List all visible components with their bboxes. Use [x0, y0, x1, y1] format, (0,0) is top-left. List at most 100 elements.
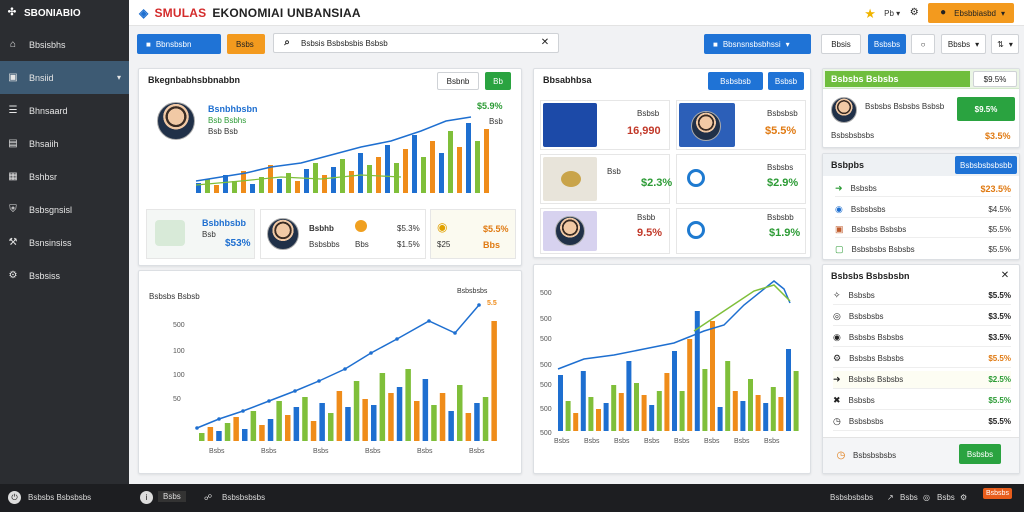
y-tick-label: 500 — [540, 316, 552, 323]
power-icon[interactable]: ⏻ — [8, 491, 21, 504]
settings-icon: ⚙ — [8, 269, 18, 281]
metrics-button-1-label: Bsbsbsb — [720, 76, 751, 86]
stats-row[interactable]: ➜ Bsbsbs $23.5% — [835, 181, 1011, 197]
globe-icon[interactable]: ◎ — [923, 493, 930, 502]
list-item-label: Bsbsbs Bsbsbs — [849, 354, 904, 363]
sidebar-item-shield[interactable]: ⛨ Bsbsgnsisl — [0, 193, 129, 226]
list-item[interactable]: ◎ Bsbsbsbs $3.5% — [833, 308, 1011, 326]
chart-bar — [223, 175, 228, 193]
transactions-footer-button[interactable]: Bsbsbs — [959, 444, 1001, 464]
chart-bar — [786, 349, 791, 431]
sidebar-item-label: Bbsisbhs — [29, 39, 66, 50]
footer-badge[interactable]: Bsbsbs — [983, 488, 1012, 499]
trend-point — [369, 351, 373, 355]
top-action-button[interactable]: ● Ebsbbiasbd ▾ — [928, 3, 1014, 23]
sidebar-item-chart[interactable]: ▦ Bshbsr — [0, 160, 129, 193]
metric-card[interactable]: Bsbsbs $2.9% — [676, 154, 806, 204]
top-right-controls: ★ Pb ▾ ⚙ ● Ebsbbiasbd ▾ — [864, 3, 1014, 23]
profile-sub1: Bsb Bsbhs — [208, 116, 247, 125]
list-item-label: Bsbsbsbs — [848, 417, 884, 426]
chevron-down-icon: ▾ — [785, 39, 790, 49]
refresh-button[interactable]: ○ — [911, 34, 935, 54]
top-action-label: Ebsbbiasbd — [954, 8, 996, 18]
bolt-icon[interactable]: ★ — [864, 5, 876, 21]
chart-bar — [214, 185, 219, 193]
coin-icon: ◉ — [437, 220, 448, 234]
stats-row-value: $5.5% — [988, 244, 1011, 254]
card-value-2: $25 — [437, 240, 451, 249]
list-item[interactable]: ⚙ Bsbsbs Bsbsbs $5.5% — [833, 350, 1011, 368]
stats-row[interactable]: ▣ Bsbsbs Bsbsbs $5.5% — [835, 222, 1011, 238]
sidebar-item-label: Bnsiid — [29, 72, 54, 83]
image-thumbnail — [543, 103, 597, 147]
close-icon[interactable]: ✕ — [540, 37, 550, 48]
search-field[interactable]: ⌕ ✕ — [273, 33, 559, 53]
list-item[interactable]: ➜ Bsbsbs Bsbsbs $2.5% — [833, 371, 1011, 389]
sidebar-item-home[interactable]: ⌂ Bbsisbhs — [0, 28, 129, 61]
info-icon[interactable]: i — [140, 491, 153, 504]
settings-icon[interactable]: ⚙ — [960, 493, 968, 502]
metrics-button-2[interactable]: Bsbsb — [768, 72, 804, 90]
summary-card[interactable]: ◉ $25 $5.5% Bbs — [430, 209, 516, 259]
filter-button[interactable]: ■ Bbsnsnsbsbhssi ▾ — [704, 34, 811, 54]
main-panel-white-button[interactable]: Bsbnb — [437, 72, 479, 90]
clock-icon: ◷ — [836, 450, 846, 461]
footer-mid-label: Bsbsbsbsbs — [222, 493, 266, 502]
list-item[interactable]: ✧ Bsbsbs $5.5% — [833, 287, 1011, 305]
chart-bar — [755, 395, 761, 431]
toolbar-button-b[interactable]: Bsbsbs — [868, 34, 906, 54]
mini-bar-line-chart — [195, 116, 489, 193]
metrics-button-1[interactable]: Bsbsbsb — [708, 72, 763, 90]
toolbar-button-a[interactable]: Bbsis — [821, 34, 861, 54]
metric-card[interactable]: Bsbb 9.5% — [540, 208, 670, 254]
toolbar-secondary-button[interactable]: Bsbs — [227, 34, 265, 54]
metric-card[interactable]: Bsbsbb $1.9% — [676, 208, 806, 254]
brand[interactable]: ✣ SBONIABIO — [0, 0, 129, 26]
sidebar-item-list[interactable]: ☰ Bhnsaard — [0, 94, 129, 127]
share-icon[interactable]: ↗ — [887, 493, 894, 502]
metric-label: Bsbsb — [637, 109, 660, 118]
search-input[interactable] — [301, 38, 531, 48]
globe-icon: ◉ — [833, 332, 841, 342]
close-icon[interactable]: ✕ — [1000, 270, 1010, 281]
sort-button[interactable]: ⇅ ▾ — [991, 34, 1019, 54]
chart-bar — [793, 371, 799, 431]
chart-bar — [641, 395, 647, 431]
main-panel-green-button[interactable]: Bb — [485, 72, 511, 90]
chart-bar — [725, 361, 731, 431]
list-item-label: Bsbsbs — [848, 291, 875, 300]
metric-card[interactable]: Bsbsb 16,990 — [540, 100, 670, 150]
trend-line — [195, 116, 472, 182]
chart-bar — [259, 425, 265, 441]
sidebar-item-building[interactable]: ▤ Bhsaiih — [0, 127, 129, 160]
list-item[interactable]: ◉ Bsbsbs Bsbsbs $3.5% — [833, 329, 1011, 347]
top-dropdown[interactable]: Pb ▾ — [884, 8, 901, 18]
account-value-button[interactable]: $9.5% — [957, 97, 1015, 121]
trend-point — [241, 409, 245, 413]
toolbar-primary-button[interactable]: ■ Bbnsbsbn — [137, 34, 221, 54]
chart-bar — [367, 165, 372, 193]
stats-row[interactable]: ▢ Bsbsbsbs Bsbsbs $5.5% — [835, 241, 1011, 257]
stats-row[interactable]: ◉ Bsbsbsbs $4.5% — [835, 202, 1011, 218]
metric-card[interactable]: Bsbsbsb $5.5% — [676, 100, 806, 150]
title-rest: EKONOMIAI UNBANSIAA — [212, 5, 361, 20]
stats-panel-button[interactable]: Bsbsbsbsbsbb — [955, 156, 1017, 174]
list-item[interactable]: ✖ Bsbsbs $5.5% — [833, 392, 1011, 410]
user-icon: ● — [940, 7, 947, 18]
footer-mid-button[interactable]: Bsbs — [158, 491, 186, 502]
sidebar-item-settings[interactable]: ⚙ Bsbsiss — [0, 259, 129, 292]
summary-card[interactable]: Bsbhbsbb Bsb $53% — [146, 209, 255, 259]
account-panel-button[interactable]: $9.5% — [973, 71, 1017, 87]
sidebar-item-dashboard[interactable]: ▣ Bnsiid ▾ — [0, 61, 129, 94]
toolbar-button-c[interactable]: Bbsbs ▾ — [941, 34, 986, 54]
list-item-value: $5.5% — [988, 354, 1011, 363]
list-item[interactable]: ◷ Bsbsbsbs $5.5% — [833, 413, 1011, 431]
sidebar-item-tools[interactable]: ⚒ Bsnsinsiss — [0, 226, 129, 259]
y-tick-label: 100 — [173, 372, 185, 379]
sort-icon: ⇅ — [997, 39, 1004, 49]
summary-card[interactable]: Bsbhb Bsbsbbs Bbs $5.3% $1.5% — [260, 209, 426, 259]
chart-bar — [207, 427, 214, 441]
metric-card[interactable]: Bsb $2.3% — [540, 154, 672, 204]
settings-icon[interactable]: ⚙ — [909, 7, 919, 18]
